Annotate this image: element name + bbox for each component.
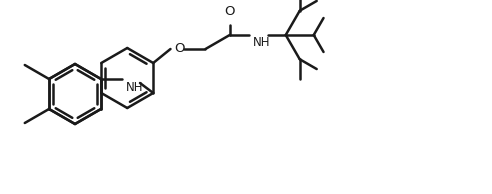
Text: O: O [175,42,185,55]
Text: NH: NH [253,36,270,49]
Text: O: O [224,5,235,18]
Text: NH: NH [126,81,144,94]
